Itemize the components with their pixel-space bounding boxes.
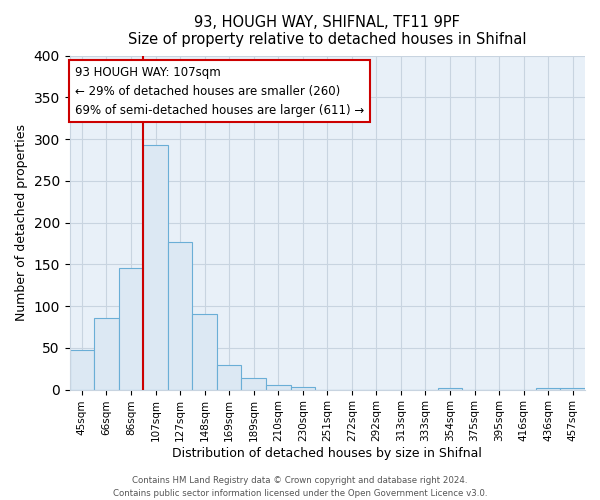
Bar xyxy=(266,386,290,390)
Bar xyxy=(193,314,217,390)
Bar xyxy=(119,268,143,390)
Bar xyxy=(168,242,193,390)
Y-axis label: Number of detached properties: Number of detached properties xyxy=(15,124,28,321)
Bar xyxy=(290,387,315,390)
Text: 93 HOUGH WAY: 107sqm
← 29% of detached houses are smaller (260)
69% of semi-deta: 93 HOUGH WAY: 107sqm ← 29% of detached h… xyxy=(75,66,364,116)
X-axis label: Distribution of detached houses by size in Shifnal: Distribution of detached houses by size … xyxy=(172,447,482,460)
Bar xyxy=(438,388,462,390)
Bar xyxy=(536,388,560,390)
Bar xyxy=(70,350,94,390)
Bar xyxy=(217,364,241,390)
Bar xyxy=(241,378,266,390)
Bar xyxy=(560,388,585,390)
Bar xyxy=(143,145,168,390)
Title: 93, HOUGH WAY, SHIFNAL, TF11 9PF
Size of property relative to detached houses in: 93, HOUGH WAY, SHIFNAL, TF11 9PF Size of… xyxy=(128,15,527,48)
Text: Contains HM Land Registry data © Crown copyright and database right 2024.
Contai: Contains HM Land Registry data © Crown c… xyxy=(113,476,487,498)
Bar xyxy=(94,318,119,390)
